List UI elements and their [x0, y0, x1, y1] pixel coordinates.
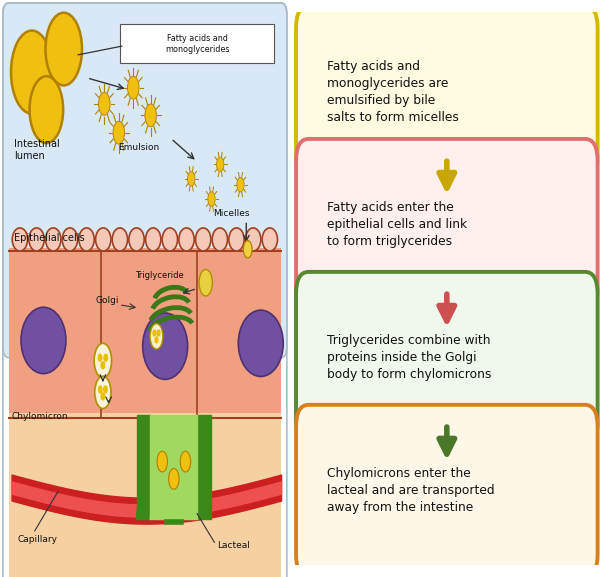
FancyBboxPatch shape: [296, 6, 598, 178]
Text: Lacteal: Lacteal: [217, 541, 250, 550]
Circle shape: [199, 269, 212, 296]
FancyBboxPatch shape: [296, 405, 598, 576]
Ellipse shape: [262, 228, 278, 251]
Text: Capillary: Capillary: [17, 535, 57, 544]
Ellipse shape: [46, 228, 61, 251]
Bar: [9, 248, 281, 421]
Text: Emulsion: Emulsion: [118, 143, 160, 152]
Circle shape: [150, 324, 163, 349]
Ellipse shape: [162, 228, 178, 251]
Text: Chylomicron: Chylomicron: [12, 412, 68, 421]
Circle shape: [99, 92, 110, 115]
Circle shape: [243, 241, 252, 258]
Ellipse shape: [146, 228, 161, 251]
Circle shape: [127, 76, 139, 99]
Circle shape: [113, 121, 124, 144]
Ellipse shape: [212, 228, 228, 251]
Ellipse shape: [245, 228, 261, 251]
Ellipse shape: [96, 228, 111, 251]
Ellipse shape: [143, 313, 188, 380]
Ellipse shape: [239, 310, 283, 377]
Circle shape: [95, 376, 111, 409]
Text: Epithelial cells: Epithelial cells: [15, 234, 85, 243]
Polygon shape: [151, 485, 197, 519]
Circle shape: [188, 171, 195, 186]
Circle shape: [168, 469, 179, 489]
Ellipse shape: [179, 228, 194, 251]
Circle shape: [208, 192, 215, 207]
Text: Micelles: Micelles: [214, 209, 250, 218]
Ellipse shape: [129, 228, 144, 251]
Circle shape: [237, 177, 244, 192]
FancyBboxPatch shape: [120, 24, 274, 63]
Text: Fatty acids enter the
epithelial cells and link
to form triglycerides: Fatty acids enter the epithelial cells a…: [328, 201, 468, 248]
Circle shape: [217, 157, 224, 172]
Circle shape: [98, 354, 102, 361]
Text: Fatty acids and
monoglycerides are
emulsified by bile
salts to form micelles: Fatty acids and monoglycerides are emuls…: [328, 60, 459, 124]
Circle shape: [157, 451, 168, 472]
Circle shape: [153, 330, 156, 336]
Text: Fatty acids and
monoglycerides: Fatty acids and monoglycerides: [165, 34, 229, 54]
Circle shape: [155, 337, 158, 343]
Circle shape: [46, 13, 82, 85]
Ellipse shape: [62, 228, 77, 251]
Ellipse shape: [29, 228, 45, 251]
Ellipse shape: [112, 228, 127, 251]
Circle shape: [157, 330, 160, 336]
Polygon shape: [137, 464, 211, 519]
Text: Triglyceride: Triglyceride: [135, 271, 184, 280]
Circle shape: [180, 451, 191, 472]
Ellipse shape: [79, 228, 94, 251]
Text: Triglycerides combine with
proteins inside the Golgi
body to form chylomicrons: Triglycerides combine with proteins insi…: [328, 334, 492, 381]
Circle shape: [94, 343, 112, 378]
Ellipse shape: [12, 228, 27, 251]
Circle shape: [29, 76, 63, 143]
Ellipse shape: [229, 228, 244, 251]
Circle shape: [104, 386, 107, 393]
Bar: [9, 413, 281, 577]
Text: Intestinal
lumen: Intestinal lumen: [15, 139, 60, 161]
Ellipse shape: [196, 228, 211, 251]
Circle shape: [101, 393, 104, 400]
Circle shape: [104, 354, 107, 361]
Text: Chylomicrons enter the
lacteal and are transported
away from the intestine: Chylomicrons enter the lacteal and are t…: [328, 467, 495, 514]
Circle shape: [145, 104, 156, 127]
FancyBboxPatch shape: [3, 3, 287, 358]
Ellipse shape: [21, 307, 66, 374]
Circle shape: [98, 386, 102, 393]
Circle shape: [101, 362, 104, 369]
FancyBboxPatch shape: [296, 139, 598, 310]
FancyBboxPatch shape: [296, 272, 598, 444]
Text: Golgi: Golgi: [96, 295, 119, 305]
Circle shape: [11, 31, 52, 114]
